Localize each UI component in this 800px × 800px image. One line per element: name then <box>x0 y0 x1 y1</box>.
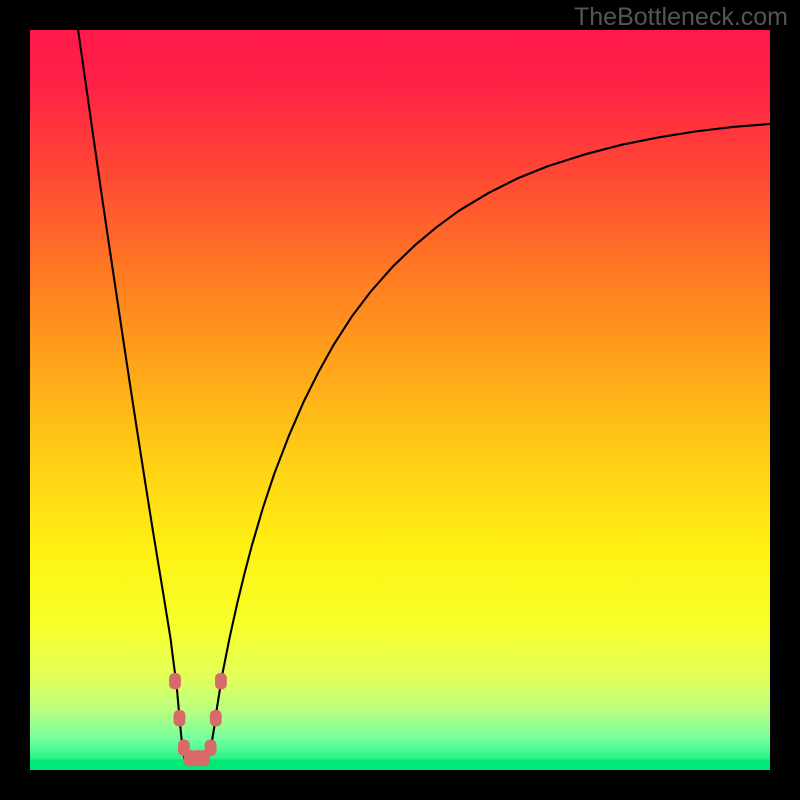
curve-marker <box>169 673 181 689</box>
chart-frame: TheBottleneck.com <box>0 0 800 800</box>
plot-background <box>30 30 770 770</box>
frame-border <box>0 770 800 800</box>
curve-marker <box>210 710 222 726</box>
chart-svg <box>0 0 800 800</box>
frame-border <box>0 0 30 800</box>
watermark-text: TheBottleneck.com <box>574 3 788 32</box>
frame-border <box>770 0 800 800</box>
green-stripe <box>30 760 770 770</box>
curve-marker <box>205 740 217 756</box>
curve-marker <box>174 710 186 726</box>
curve-marker <box>215 673 227 689</box>
